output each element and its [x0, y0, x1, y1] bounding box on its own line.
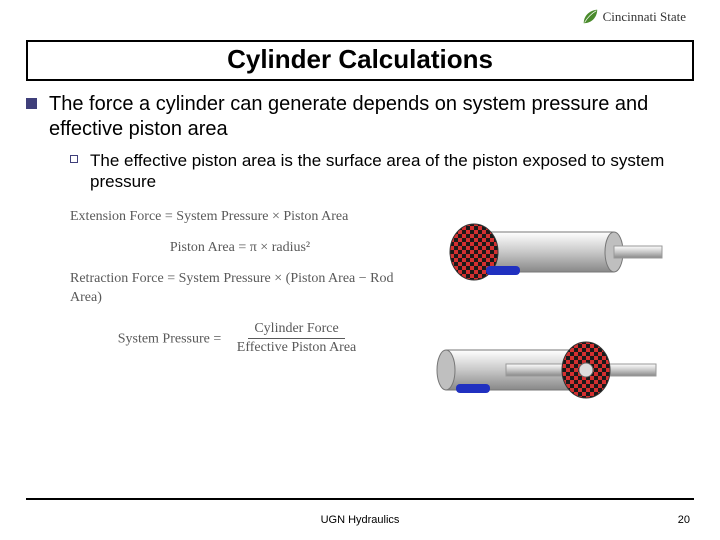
eq-lhs: Piston Area	[170, 240, 235, 255]
equation-system-pressure: System Pressure = Cylinder Force Effecti…	[70, 320, 410, 359]
bullet-level2: The effective piston area is the surface…	[70, 150, 694, 193]
brand-text: Cincinnati State	[603, 9, 686, 25]
equation-extension-force: Extension Force = System Pressure × Pist…	[70, 208, 410, 227]
eq-rhs: System Pressure × Piston Area	[176, 209, 348, 224]
fraction-numerator: Cylinder Force	[248, 320, 344, 340]
eq-equals: =	[213, 331, 224, 346]
bullet-level2-text: The effective piston area is the surface…	[90, 150, 694, 193]
eq-equals: =	[167, 271, 178, 286]
footer-rule	[26, 498, 694, 500]
eq-lhs: System Pressure	[118, 331, 210, 346]
eq-equals: =	[165, 209, 176, 224]
retraction-cylinder-diagram	[426, 328, 666, 418]
bullet-level1: The force a cylinder can generate depend…	[26, 92, 694, 142]
content-area: The force a cylinder can generate depend…	[26, 92, 694, 201]
extension-cylinder-diagram	[426, 210, 666, 300]
eq-lhs: Retraction Force	[70, 271, 164, 286]
leaf-icon	[581, 8, 599, 26]
page-number: 20	[678, 514, 690, 526]
title-box: Cylinder Calculations	[26, 40, 694, 81]
bullet-level1-text: The force a cylinder can generate depend…	[49, 92, 694, 142]
equation-retraction-force: Retraction Force = System Pressure × (Pi…	[70, 270, 410, 308]
formula-block: Extension Force = System Pressure × Pist…	[70, 208, 410, 370]
eq-lhs: Extension Force	[70, 209, 161, 224]
square-bullet-icon	[26, 98, 37, 109]
fraction-denominator: Effective Piston Area	[231, 339, 363, 358]
eq-rhs: π × radius²	[250, 240, 310, 255]
slide-title: Cylinder Calculations	[28, 44, 692, 75]
square-bullet-outline-icon	[70, 155, 78, 163]
brand-logo: Cincinnati State	[581, 8, 686, 26]
slide: Cincinnati State Cylinder Calculations T…	[0, 0, 720, 540]
cylinder-diagrams	[426, 210, 686, 440]
fraction: Cylinder Force Effective Piston Area	[231, 320, 363, 359]
eq-equals: =	[238, 240, 249, 255]
equation-piston-area: Piston Area = π × radius²	[70, 239, 410, 258]
footer-text: UGN Hydraulics	[0, 514, 720, 526]
